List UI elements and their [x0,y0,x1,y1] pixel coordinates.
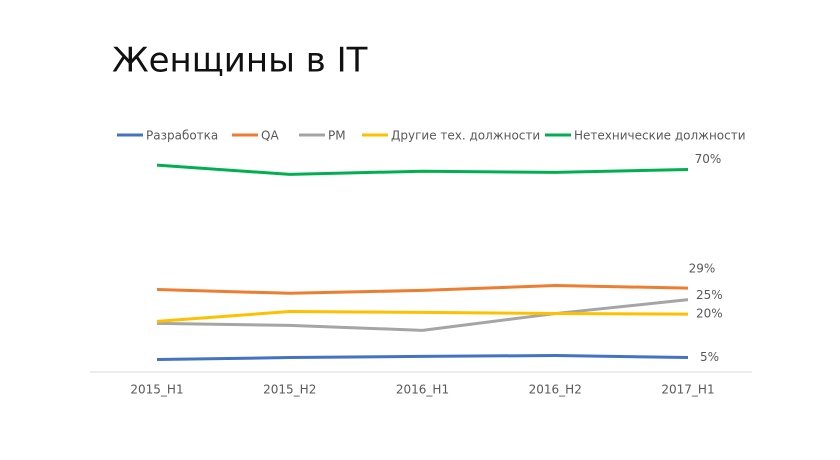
legend-label: Нетехнические должности [574,129,746,143]
data-label: 29% [689,262,716,276]
series-line [156,283,689,295]
legend-label: Другие тех. должности [391,129,540,143]
data-label: 5% [700,350,719,364]
x-tick-label: 2016_H1 [396,383,449,397]
legend-label: QA [261,129,279,143]
legend-label: PM [328,129,346,143]
x-tick-label: 2015_H1 [130,383,183,397]
data-label: 25% [696,288,723,302]
x-tick-label: 2016_H2 [529,383,582,397]
series-line [156,310,689,323]
x-tick-label: 2017_H1 [661,383,714,397]
legend-label: Разработка [146,129,218,143]
x-tick-label: 2015_H2 [263,383,316,397]
series-line [156,354,689,362]
series-line [156,163,689,176]
series-line [156,298,689,332]
chart-title: Женщины в IT [112,41,368,81]
data-label: 20% [696,307,723,321]
data-label: 70% [695,152,722,166]
